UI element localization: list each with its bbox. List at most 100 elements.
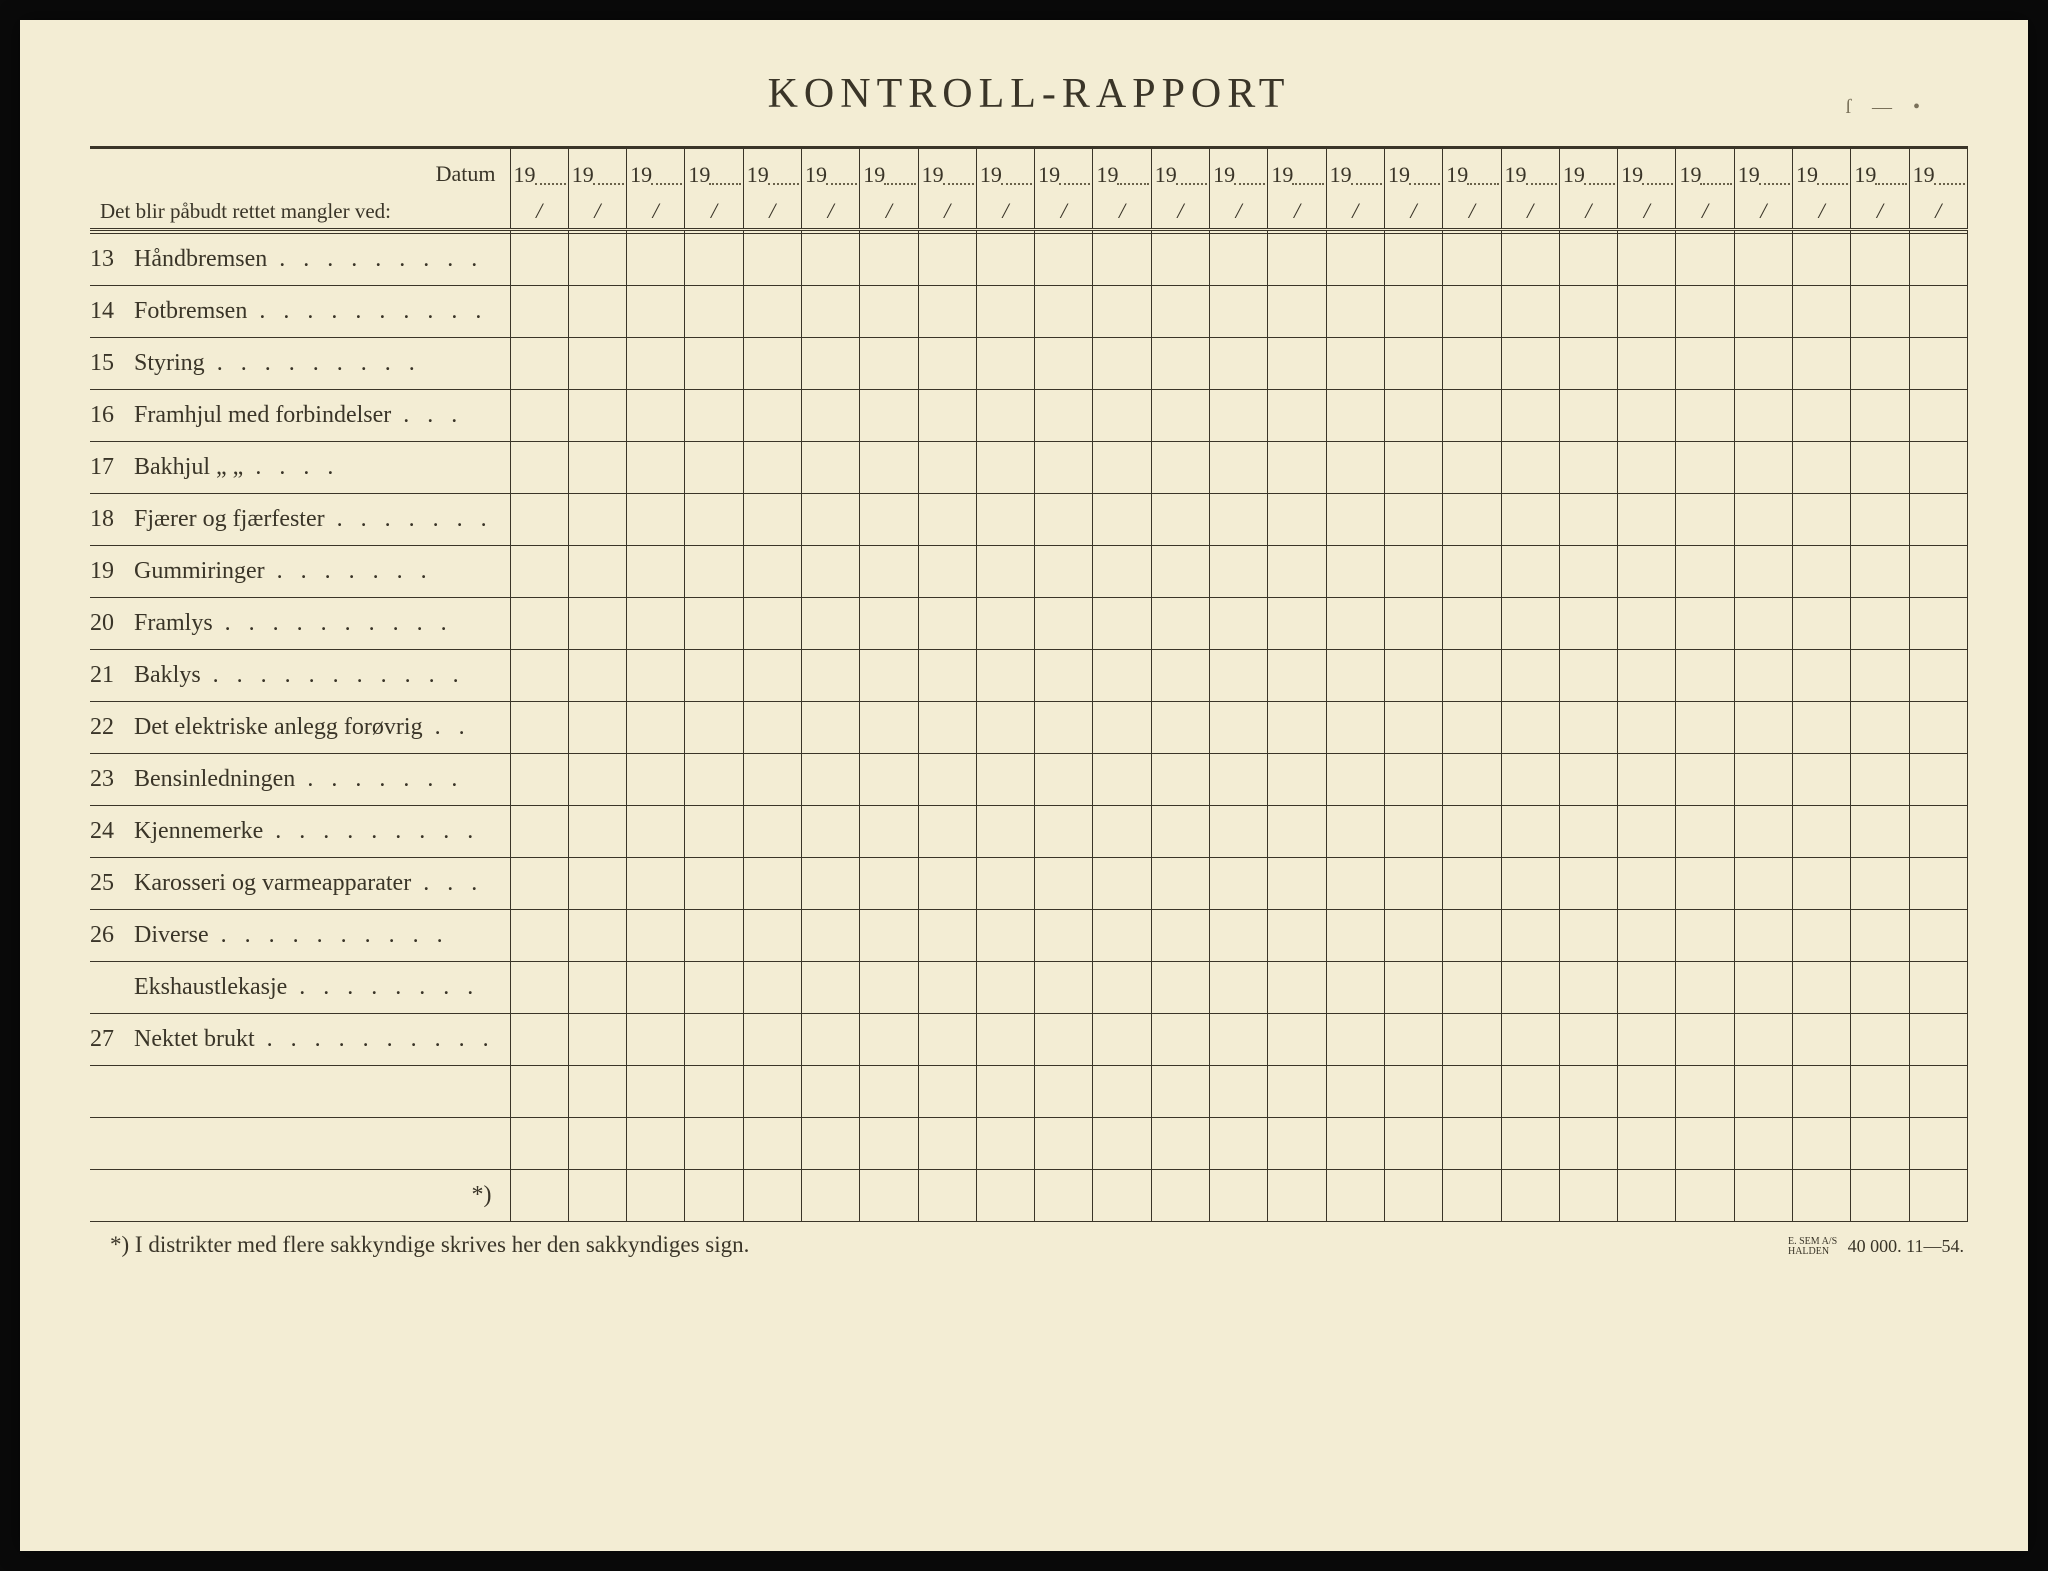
grid-cell [1734,701,1792,753]
grid-cell [1035,597,1093,649]
grid-cell [1210,753,1268,805]
leader-dots: . . . . . . . [295,766,463,792]
year-cell: 19 [1559,149,1617,191]
grid-cell [1909,909,1967,961]
row-label-cell: 18Fjærer og fjærfester . . . . . . . [90,493,510,545]
table-row: 21Baklys . . . . . . . . . . . [90,649,1968,701]
grid-cell [1909,753,1967,805]
grid-cell [627,857,685,909]
grid-cell [685,545,743,597]
row-number: 23 [90,766,134,793]
grid-cell [1210,233,1268,285]
year-cell: 19 [743,149,801,191]
grid-cell [510,337,568,389]
grid-cell [1151,649,1209,701]
grid-cell [1326,233,1384,285]
grid-cell [743,597,801,649]
header-row-sub: Det blir påbudt rettet mangler ved: ////… [90,191,1968,229]
leader-dots: . . . [411,870,483,896]
grid-cell [627,1013,685,1065]
leader-dots: . . . . . . . [265,558,433,584]
grid-cell [1734,753,1792,805]
grid-cell [1151,1169,1209,1221]
grid-cell [743,701,801,753]
grid-cell [1793,285,1851,337]
footnote-left: *) I distrikter med flere sakkyndige skr… [110,1232,749,1258]
leader-dots: . . . . . . . . . . [209,922,449,948]
slash-cell: / [1734,191,1792,229]
row-text: Fjærer og fjærfester [134,506,325,533]
grid-cell [1384,753,1442,805]
grid-cell [1384,805,1442,857]
grid-cell [1559,961,1617,1013]
grid-cell [801,805,859,857]
grid-cell [1326,909,1384,961]
row-label-cell: 19Gummiringer . . . . . . . [90,545,510,597]
grid-cell [860,1117,918,1169]
grid-cell [801,961,859,1013]
table-row: 19Gummiringer . . . . . . . [90,545,1968,597]
grid-cell [860,285,918,337]
grid-cell [627,909,685,961]
grid-cell [1268,649,1326,701]
row-number: 27 [90,1026,134,1053]
grid-cell [1618,233,1676,285]
grid-cell [1793,1169,1851,1221]
grid-cell [1501,701,1559,753]
grid-cell [1210,909,1268,961]
year-cell: 19 [1676,149,1734,191]
row-label-cell: 20Framlys . . . . . . . . . . [90,597,510,649]
grid-cell [1151,753,1209,805]
grid-cell [1268,857,1326,909]
grid-cell [510,753,568,805]
grid-cell [1384,545,1442,597]
grid-cell [1093,805,1151,857]
grid-cell [685,805,743,857]
grid-cell [801,753,859,805]
grid-cell [1210,701,1268,753]
grid-cell [1268,233,1326,285]
grid-cell [510,1117,568,1169]
row-label-cell: 16Framhjul med forbindelser . . . [90,389,510,441]
grid-cell [1268,389,1326,441]
leader-dots: . . . . . . . . . . [213,610,453,636]
row-text: Håndbremsen [134,246,267,273]
grid-cell [801,597,859,649]
grid-cell [1326,597,1384,649]
grid-cell [1035,441,1093,493]
grid-cell [743,337,801,389]
grid-cell [1151,1065,1209,1117]
grid-cell [1326,441,1384,493]
row-label-cell [90,1117,510,1169]
grid-cell [568,649,626,701]
row-label-cell: 27Nektet brukt . . . . . . . . . . [90,1013,510,1065]
grid-cell [1559,805,1617,857]
grid-cell [801,337,859,389]
grid-cell [976,1065,1034,1117]
grid-cell [1384,285,1442,337]
grid-cell [1326,1013,1384,1065]
grid-cell [976,597,1034,649]
grid-cell [1676,649,1734,701]
grid-cell [1384,701,1442,753]
grid-cell [1326,337,1384,389]
grid-cell [1384,909,1442,961]
grid-cell [1443,857,1501,909]
grid-cell [743,1169,801,1221]
grid-cell [685,1065,743,1117]
grid-cell [1384,649,1442,701]
row-number: 22 [90,714,134,741]
grid-cell [1384,1117,1442,1169]
grid-cell [1093,1065,1151,1117]
grid-cell [685,701,743,753]
grid-cell [1559,909,1617,961]
grid-cell [743,805,801,857]
grid-cell [568,233,626,285]
grid-cell [918,1065,976,1117]
grid-cell [1851,961,1909,1013]
grid-cell [1210,337,1268,389]
grid-cell [1268,753,1326,805]
grid-cell [1151,285,1209,337]
grid-cell [1676,233,1734,285]
grid-cell [743,441,801,493]
